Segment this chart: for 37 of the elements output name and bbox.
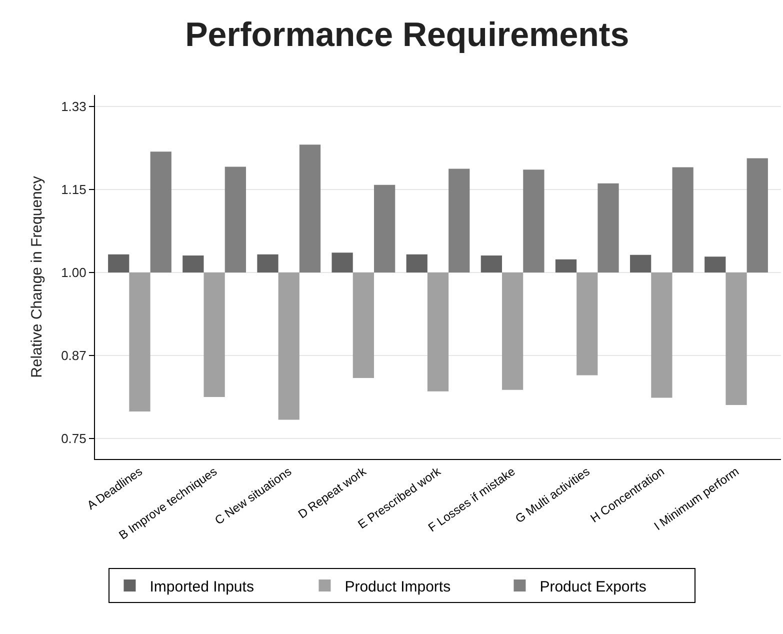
y-tick-label: 0.75 <box>61 431 86 446</box>
bar <box>108 254 130 273</box>
bar <box>576 272 598 376</box>
bar <box>257 254 278 273</box>
y-tick-label: 0.87 <box>61 348 86 364</box>
bar <box>726 272 747 405</box>
bar <box>672 167 694 273</box>
bar <box>598 183 619 273</box>
bar <box>630 254 652 273</box>
y-tick-label: 1.15 <box>61 182 86 198</box>
bar <box>746 158 768 273</box>
chart-title: Performance Requirements <box>185 16 630 54</box>
bar <box>651 272 672 398</box>
bar <box>299 144 321 273</box>
bar <box>204 272 225 398</box>
bar <box>555 259 577 273</box>
bar <box>332 252 353 273</box>
bar <box>480 255 502 273</box>
bar <box>427 272 449 392</box>
bar <box>523 170 544 273</box>
y-tick-label: 1.00 <box>61 265 86 280</box>
bar <box>374 184 396 273</box>
bar <box>182 255 204 273</box>
bar <box>129 272 150 412</box>
y-tick-label: 1.33 <box>61 99 86 114</box>
bar <box>352 272 374 378</box>
bar <box>150 152 172 273</box>
legend-label: Imported Inputs <box>150 578 254 596</box>
y-axis-title: Relative Change in Frequency <box>28 176 46 378</box>
bar <box>406 254 428 273</box>
bar <box>224 166 246 273</box>
legend-label: Product Exports <box>540 578 646 596</box>
bar <box>704 256 726 273</box>
bar <box>502 272 524 390</box>
bar <box>278 272 300 420</box>
legend-label: Product Imports <box>344 578 451 596</box>
bar <box>448 168 470 273</box>
